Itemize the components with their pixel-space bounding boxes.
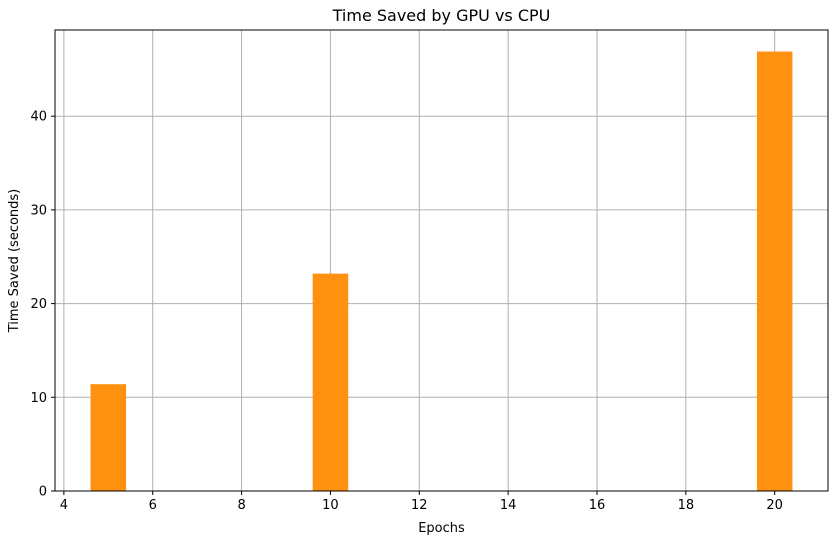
x-tick-label: 14: [500, 498, 517, 513]
plot-frame: [54, 29, 829, 492]
x-tick-label: 18: [678, 498, 695, 513]
y-tick-label: 10: [30, 391, 47, 406]
x-tick-label: 8: [237, 498, 245, 513]
x-tick-label: 12: [411, 498, 428, 513]
y-tick-label: 20: [30, 297, 47, 312]
y-axis-ticks: 0 10 20 30 40: [30, 110, 55, 500]
x-axis-label: Epochs: [418, 521, 465, 536]
y-axis-label: Time Saved (seconds): [7, 189, 22, 334]
y-tick-label: 40: [30, 110, 47, 125]
bar-epochs-20: [756, 51, 793, 491]
bar-epochs-5: [90, 384, 127, 491]
x-tick-label: 20: [766, 498, 783, 513]
x-axis-ticks: 4 6 8 10 12 14 16 18 20: [60, 491, 783, 513]
x-tick-label: 16: [589, 498, 606, 513]
grid: [55, 30, 828, 492]
y-tick-label: 0: [39, 485, 47, 500]
x-tick-label: 10: [322, 498, 339, 513]
x-tick-label: 4: [60, 498, 68, 513]
bars: [90, 51, 793, 491]
chart-title: Time Saved by GPU vs CPU: [332, 6, 551, 25]
y-tick-label: 30: [30, 203, 47, 218]
bar-epochs-10: [312, 273, 349, 491]
x-tick-label: 6: [149, 498, 157, 513]
